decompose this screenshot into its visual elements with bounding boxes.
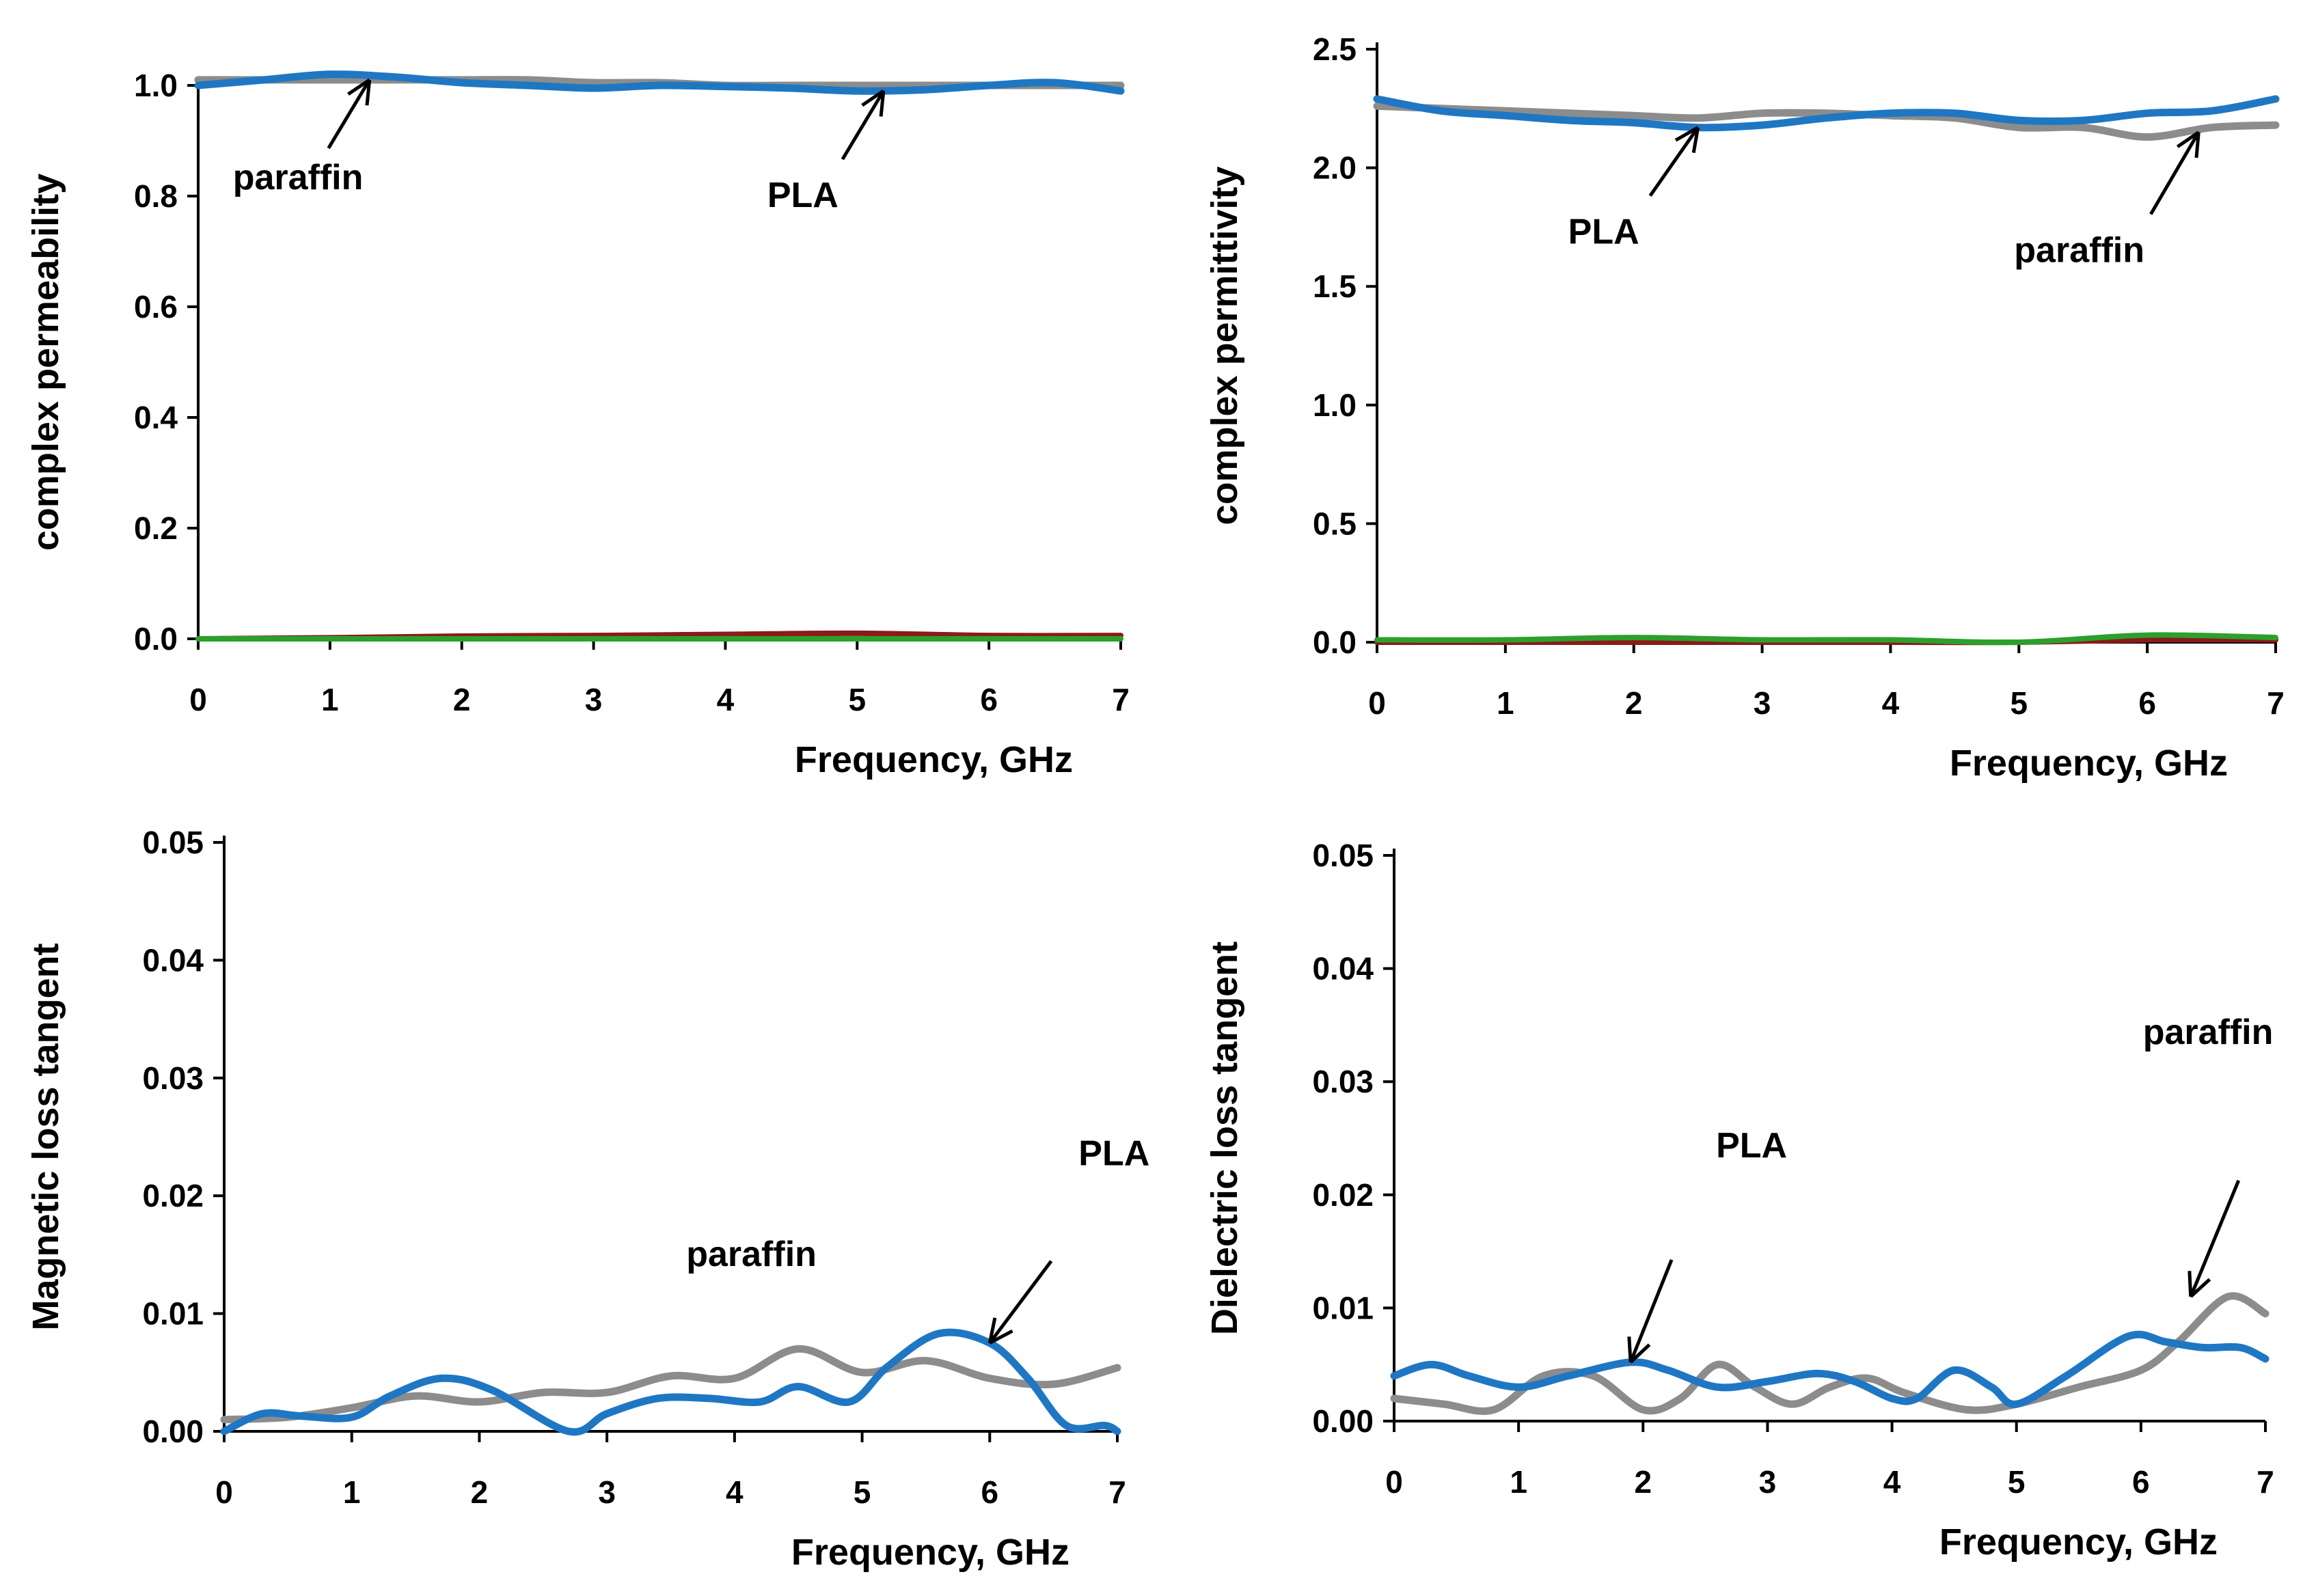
y-tick-label: 0.00	[142, 1414, 204, 1449]
annotation-label: PLA	[1568, 212, 1639, 252]
x-tick-label: 6	[980, 682, 998, 717]
y-tick-label: 1.5	[1313, 269, 1357, 304]
annotation-label: paraffin	[2143, 1013, 2274, 1052]
y-tick-label: 0.02	[142, 1178, 204, 1213]
y-tick-label: 1.0	[1313, 387, 1357, 423]
chart-complex-permittivity: 0.0 0.5 1.0 1.5 2.0 2.5 0 1 2 3 4 5 6 7 Frequency, GHz…	[1204, 31, 2285, 784]
series-line-1	[194, 70, 1125, 95]
annotation-arrowhead	[861, 90, 886, 117]
y-tick-label: 0.0	[1313, 624, 1357, 660]
x-tick-label: 4	[1882, 685, 1900, 721]
y-axis-title: complex permeability	[25, 174, 66, 551]
x-tick-label: 2	[1625, 685, 1643, 721]
x-tick-label: 3	[585, 682, 603, 717]
series-line-1	[1373, 95, 2280, 132]
annotation-label: PLA	[1078, 1134, 1149, 1174]
annotation-arrow	[2189, 1179, 2241, 1297]
x-tick-label: 2	[1634, 1464, 1652, 1500]
y-tick-label: 1.0	[134, 68, 178, 103]
annotation-arrow	[327, 79, 371, 150]
annotation-label: PLA	[1716, 1126, 1787, 1166]
annotation-arrow	[1629, 1258, 1674, 1363]
annotation-arrowhead	[2176, 130, 2200, 159]
x-tick-label: 5	[2010, 685, 2028, 721]
annotation-arrowhead	[987, 1317, 1013, 1345]
y-tick-label: 0.4	[134, 400, 178, 435]
annotation-arrowhead	[347, 78, 372, 106]
y-tick-label: 0.04	[1312, 951, 1374, 987]
x-tick-label: 0	[1385, 1464, 1403, 1500]
y-tick-label: 0.6	[134, 289, 178, 325]
x-tick-label: 5	[854, 1474, 871, 1510]
x-tick-label: 7	[1108, 1474, 1126, 1510]
x-tick-label: 6	[2138, 685, 2156, 721]
x-tick-label: 0	[1368, 685, 1386, 721]
y-tick-label: 0.05	[142, 825, 204, 860]
x-tick-label: 1	[343, 1474, 361, 1510]
annotation-arrow	[988, 1260, 1053, 1345]
series-line-1	[1390, 1330, 2270, 1408]
x-tick-label: 0	[215, 1474, 233, 1510]
x-tick-label: 7	[2257, 1464, 2274, 1500]
x-tick-label: 7	[1112, 682, 1130, 717]
annotation-arrow	[841, 90, 886, 161]
y-tick-label: 0.8	[134, 178, 178, 214]
annotation-arrow	[1648, 126, 1700, 197]
x-tick-label: 2	[471, 1474, 489, 1510]
x-tick-label: 4	[717, 682, 735, 717]
y-axis-title: complex permittivity	[1204, 166, 1245, 525]
y-tick-label: 0.03	[1312, 1064, 1374, 1099]
series-line-0	[1373, 102, 2280, 141]
x-tick-label: 4	[1883, 1464, 1901, 1500]
x-tick-label: 0	[189, 682, 207, 717]
y-tick-label: 2.0	[1313, 150, 1357, 186]
annotation-label: paraffin	[686, 1235, 817, 1274]
chart-complex-permeability: 0.0 0.2 0.4 0.6 0.8 1.0 0 1 2 3 4 5 6 7 Frequency, GHz…	[25, 68, 1130, 780]
series-line-0	[1390, 1292, 2270, 1415]
y-tick-label: 0.01	[1312, 1290, 1374, 1325]
y-tick-label: 0.0	[134, 621, 178, 657]
y-axis-title: Dielectric loss tangent	[1204, 941, 1245, 1335]
x-tick-label: 7	[2267, 685, 2285, 721]
x-tick-label: 6	[2132, 1464, 2150, 1500]
y-tick-label: 0.5	[1313, 506, 1357, 541]
x-axis-title: Frequency, GHz	[1939, 1522, 2218, 1563]
series-line-1	[220, 1328, 1121, 1436]
x-axis-title: Frequency, GHz	[1950, 743, 2228, 784]
x-tick-label: 2	[453, 682, 471, 717]
y-axis-title: Magnetic loss tangent	[25, 943, 66, 1330]
x-tick-label: 3	[598, 1474, 616, 1510]
annotation-label: paraffin	[233, 158, 364, 197]
series-line-0	[220, 1345, 1121, 1424]
annotation-label: PLA	[767, 176, 839, 215]
x-tick-label: 1	[1510, 1464, 1527, 1500]
x-tick-label: 5	[848, 682, 866, 717]
y-tick-label: 0.01	[142, 1296, 204, 1332]
chart-magnetic-loss-tangent: 0.00 0.01 0.02 0.03 0.04 0.05 0 1 2 3 4 5 6 7 Frequenc…	[25, 825, 1149, 1573]
x-tick-label: 1	[321, 682, 339, 717]
y-tick-label: 0.00	[1312, 1403, 1374, 1439]
x-axis-title: Frequency, GHz	[791, 1532, 1069, 1573]
y-tick-label: 0.05	[1312, 838, 1374, 873]
x-tick-label: 5	[2008, 1464, 2026, 1500]
annotation-arrowhead	[2188, 1271, 2211, 1298]
annotation-label: paraffin	[2014, 231, 2144, 271]
x-tick-label: 1	[1497, 685, 1514, 721]
annotation-arrowhead	[1627, 1336, 1651, 1364]
chart-dielectric-loss-tangent: 0.00 0.01 0.02 0.03 0.04 0.05 0 1 2 3 4 5 6 7 Frequenc…	[1204, 838, 2274, 1563]
x-axis-title: Frequency, GHz	[795, 739, 1073, 780]
y-tick-label: 0.04	[142, 942, 204, 978]
y-tick-label: 0.2	[134, 510, 178, 546]
annotation-arrow	[2149, 131, 2200, 215]
x-tick-label: 4	[726, 1474, 744, 1510]
y-tick-label: 2.5	[1313, 31, 1357, 67]
x-tick-label: 3	[1754, 685, 1771, 721]
x-tick-label: 6	[981, 1474, 998, 1510]
y-tick-label: 0.03	[142, 1060, 204, 1096]
y-tick-label: 0.02	[1312, 1177, 1374, 1213]
series-line-3	[1374, 632, 2278, 646]
annotation-arrowhead	[1674, 126, 1700, 154]
x-tick-label: 3	[1759, 1464, 1777, 1500]
